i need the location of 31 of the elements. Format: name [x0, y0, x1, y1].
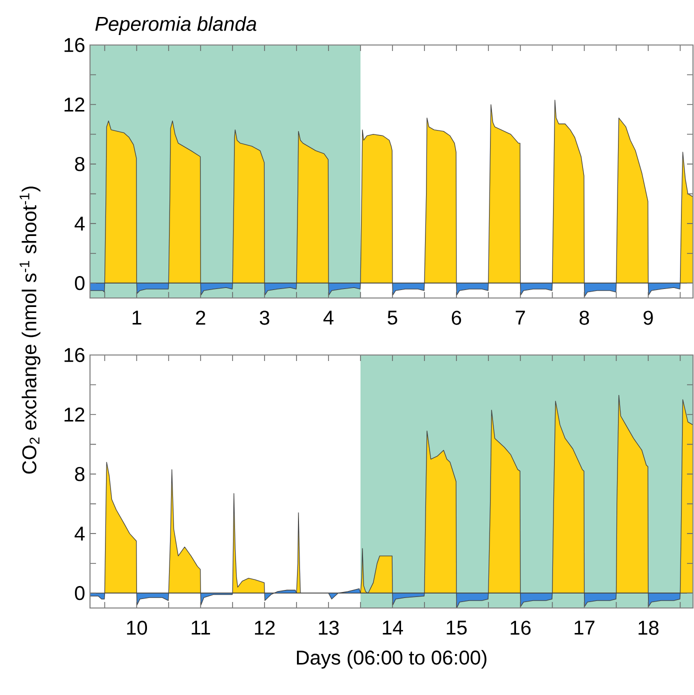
x-tick-label: 12: [254, 620, 275, 635]
y-tick-label: 12: [64, 98, 84, 112]
x-tick-label: 1: [132, 310, 142, 324]
x-tick-label: 9: [644, 310, 653, 325]
y-tick-label: 16: [64, 38, 84, 52]
y-tick-label: 0: [74, 276, 84, 290]
x-axis-title: Days (06:00 to 06:00): [296, 650, 486, 669]
y-axis-title: CO$_{2}$ exchange (nmol s$^{-1}$ shoot$^{-1}$): [20, 186, 40, 474]
y-tick-label: 4: [74, 526, 85, 540]
y-tick-label: 8: [75, 466, 84, 482]
y-tick-label: 8: [75, 156, 84, 172]
x-tick-label: 10: [127, 620, 148, 635]
x-tick-label: 6: [452, 310, 462, 325]
y-tick-label: 12: [64, 408, 84, 422]
x-tick-label: 11: [192, 620, 210, 634]
y-tick-label: 0: [74, 586, 84, 600]
x-tick-label: 17: [574, 620, 594, 634]
x-tick-label: 18: [638, 620, 658, 635]
x-tick-label: 14: [382, 620, 403, 634]
x-tick-label: 16: [510, 620, 531, 635]
x-tick-label: 13: [318, 620, 339, 635]
x-tick-label: 5: [388, 310, 398, 325]
x-tick-label: 8: [580, 310, 589, 325]
x-tick-label: 7: [516, 310, 525, 324]
x-tick-label: 2: [196, 310, 206, 325]
chart-title: Peperomia blanda: [95, 16, 256, 35]
x-tick-label: 15: [446, 620, 467, 635]
y-tick-label: 4: [74, 216, 85, 230]
y-tick-label: 16: [64, 348, 84, 362]
x-tick-label: 3: [260, 310, 270, 325]
x-tick-label: 4: [323, 310, 334, 324]
